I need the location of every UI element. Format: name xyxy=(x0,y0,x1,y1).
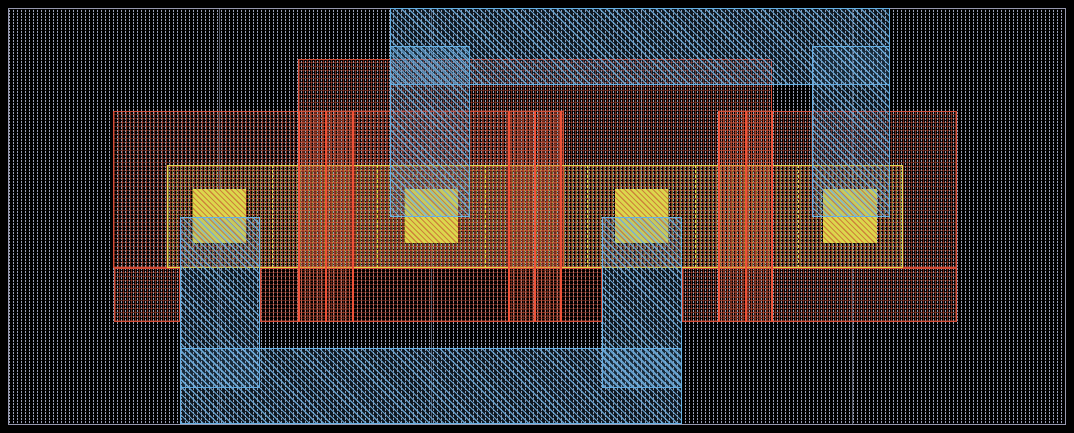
poly-gate-line-0[interactable] xyxy=(298,111,300,322)
poly-gate-line-4[interactable] xyxy=(534,111,536,322)
poly-gate-region-2[interactable] xyxy=(718,111,771,322)
band-segment-line-0[interactable] xyxy=(272,165,273,268)
well-region-lower-2[interactable] xyxy=(682,268,957,322)
poly-gate-line-3[interactable] xyxy=(508,111,510,322)
band-segment-line-3[interactable] xyxy=(587,165,588,268)
metal-region-1[interactable] xyxy=(390,46,470,217)
band-segment-line-4[interactable] xyxy=(695,165,696,268)
band-segment-line-2[interactable] xyxy=(485,165,486,268)
band-segment-line-5[interactable] xyxy=(798,165,799,268)
poly-gate-line-8[interactable] xyxy=(771,111,773,322)
band-segment-line-1[interactable] xyxy=(377,165,378,268)
poly-gate-line-5[interactable] xyxy=(560,111,562,322)
poly-gate-line-1[interactable] xyxy=(325,111,327,322)
poly-gate-line-6[interactable] xyxy=(718,111,720,322)
well-region-lower-0[interactable] xyxy=(114,268,180,322)
metal-region-0[interactable] xyxy=(390,8,890,85)
metal-region-2[interactable] xyxy=(812,46,890,217)
well-region-lower-1[interactable] xyxy=(260,268,602,322)
poly-gate-line-7[interactable] xyxy=(745,111,747,322)
metal-region-5[interactable] xyxy=(180,348,682,424)
poly-gate-line-2[interactable] xyxy=(352,111,354,322)
